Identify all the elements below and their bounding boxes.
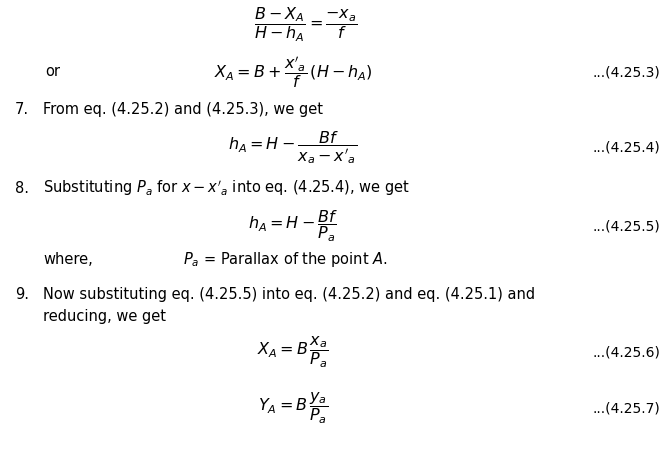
Text: From eq. (4.25.2) and (4.25.3), we get: From eq. (4.25.2) and (4.25.3), we get	[43, 102, 323, 117]
Text: where,: where,	[43, 252, 93, 267]
Text: $P_a$ = Parallax of the point $A$.: $P_a$ = Parallax of the point $A$.	[183, 250, 388, 269]
Text: $Y_A = B\,\dfrac{y_a}{P_a}$: $Y_A = B\,\dfrac{y_a}{P_a}$	[258, 390, 328, 426]
Text: $\dfrac{B-X_A}{H-h_A} = \dfrac{-x_a}{f}$: $\dfrac{B-X_A}{H-h_A} = \dfrac{-x_a}{f}$	[254, 5, 358, 44]
Text: ...(4.25.5): ...(4.25.5)	[593, 219, 661, 234]
Text: ...(4.25.3): ...(4.25.3)	[593, 65, 661, 79]
Text: ...(4.25.7): ...(4.25.7)	[593, 401, 661, 415]
Text: 8.: 8.	[15, 180, 29, 196]
Text: ...(4.25.6): ...(4.25.6)	[593, 345, 661, 360]
Text: $h_A = H - \dfrac{Bf}{P_a}$: $h_A = H - \dfrac{Bf}{P_a}$	[248, 208, 338, 244]
Text: Now substituting eq. (4.25.5) into eq. (4.25.2) and eq. (4.25.1) and: Now substituting eq. (4.25.5) into eq. (…	[43, 287, 535, 302]
Text: reducing, we get: reducing, we get	[43, 309, 166, 324]
Text: $X_A = B + \dfrac{x'_a}{f}\,(H - h_A)$: $X_A = B + \dfrac{x'_a}{f}\,(H - h_A)$	[214, 54, 372, 90]
Text: 7.: 7.	[15, 102, 29, 117]
Text: Substituting $P_a$ for $x - x'_a$ into eq. (4.25.4), we get: Substituting $P_a$ for $x - x'_a$ into e…	[43, 178, 410, 198]
Text: $h_A = H - \dfrac{Bf}{x_a - x'_a}$: $h_A = H - \dfrac{Bf}{x_a - x'_a}$	[228, 129, 358, 166]
Text: or: or	[45, 64, 61, 80]
Text: ...(4.25.4): ...(4.25.4)	[593, 140, 661, 155]
Text: 9.: 9.	[15, 287, 29, 302]
Text: $X_A = B\,\dfrac{x_a}{P_a}$: $X_A = B\,\dfrac{x_a}{P_a}$	[257, 335, 329, 370]
